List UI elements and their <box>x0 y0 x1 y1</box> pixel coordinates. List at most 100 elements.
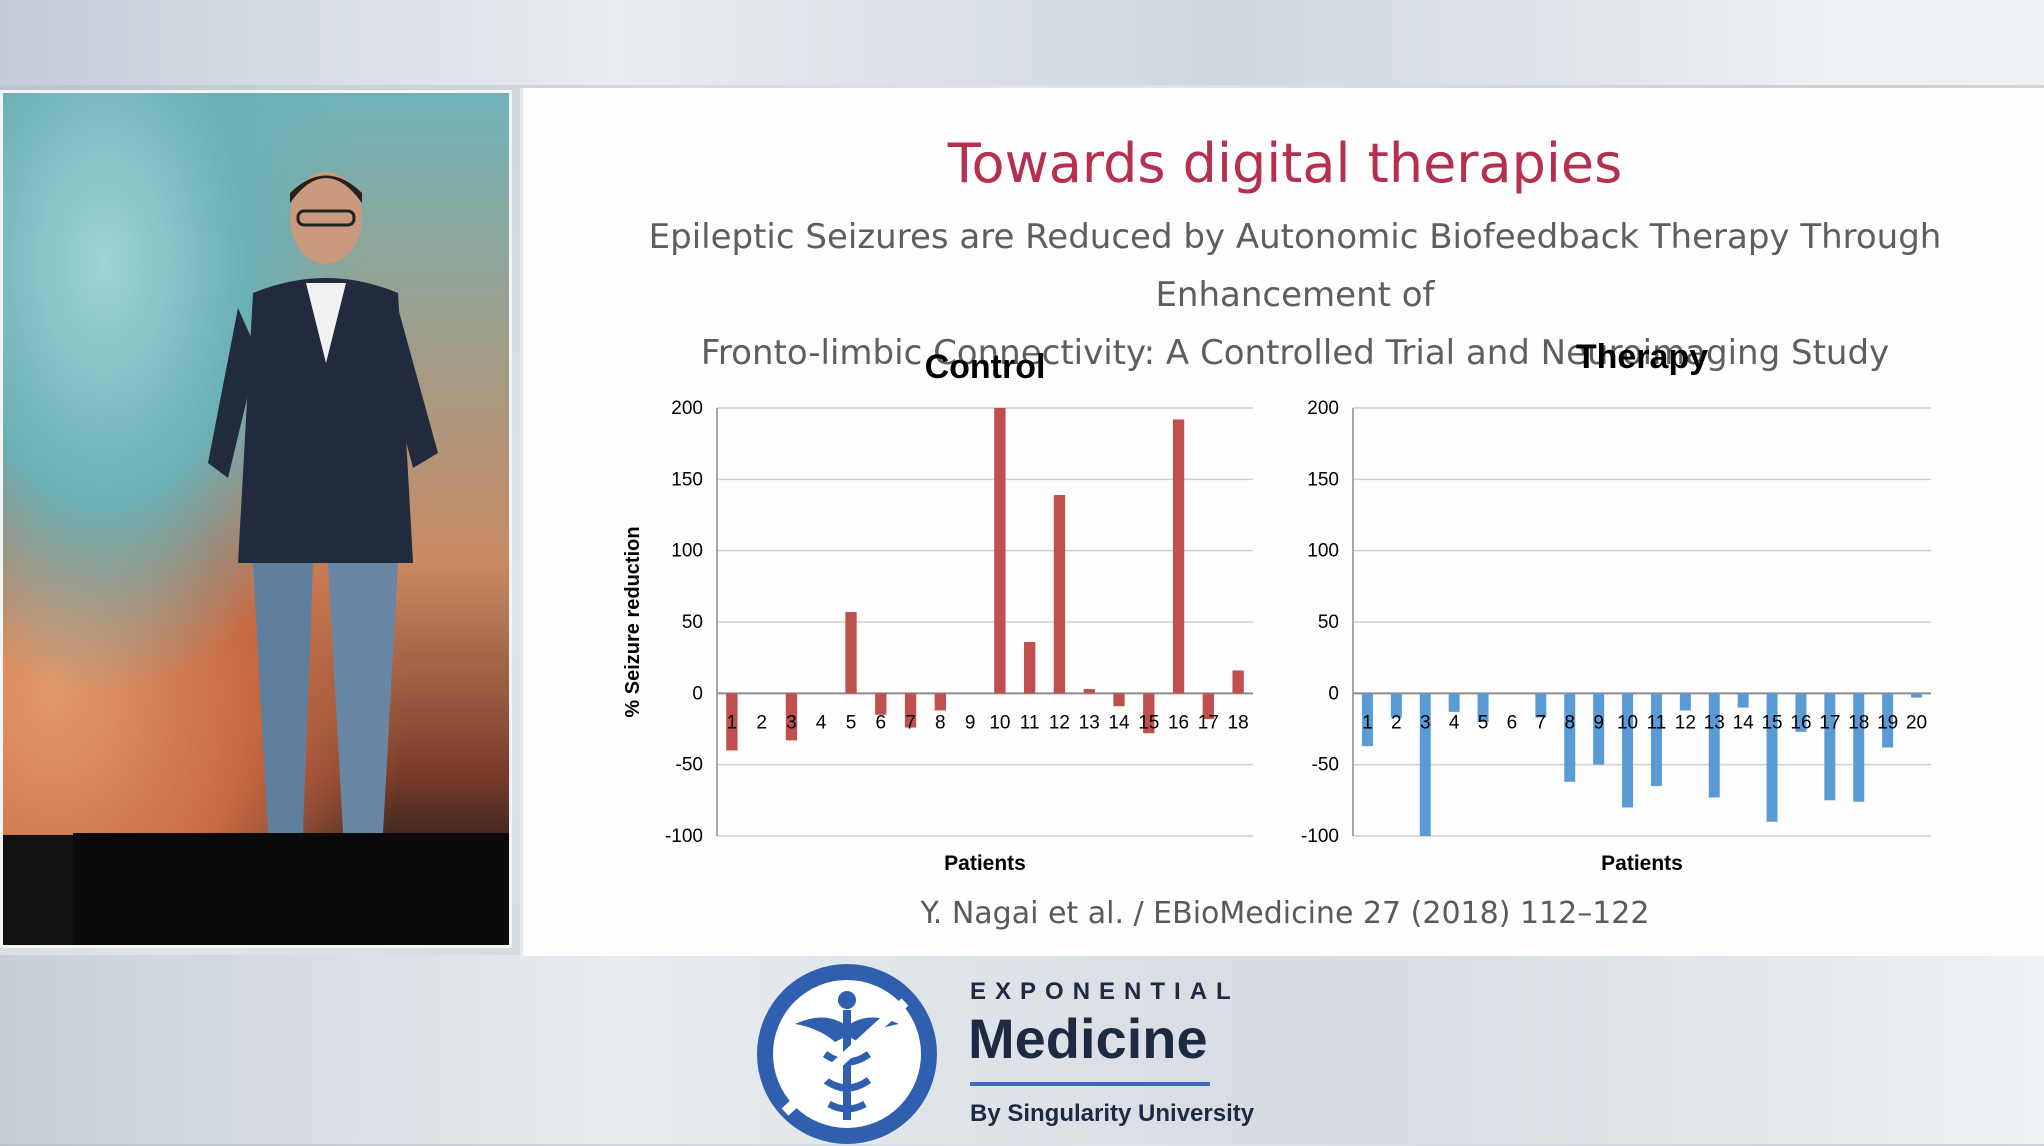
control-bar <box>934 693 946 711</box>
therapy-xtick-label: 14 <box>1733 712 1755 733</box>
control-ytick-label: 100 <box>671 541 703 562</box>
therapy-bar <box>1795 693 1807 732</box>
therapy-ytick-label: 100 <box>1307 541 1339 562</box>
control-ytick-label: -50 <box>676 755 703 776</box>
control-y-axis-label: % Seizure reduction <box>622 526 644 717</box>
control-x-axis-label: Patients <box>944 852 1026 875</box>
therapy-bar <box>1679 693 1691 711</box>
control-bar <box>726 693 738 751</box>
control-xtick-label: 5 <box>846 712 857 733</box>
slide-subtitle: Epileptic Seizures are Reduced by Autono… <box>543 208 2044 382</box>
control-bar <box>1143 693 1155 734</box>
therapy-bar <box>1535 693 1547 718</box>
control-xtick-label: 13 <box>1079 712 1100 733</box>
control-bar <box>904 693 917 728</box>
logo-divider <box>970 1082 1210 1086</box>
control-ytick-label: -100 <box>665 826 703 847</box>
slide-title: Towards digital therapies <box>947 132 1623 195</box>
therapy-ytick-label: -100 <box>1301 826 1339 847</box>
therapy-bar <box>1593 693 1605 765</box>
control-xtick-label: 16 <box>1168 712 1189 733</box>
logo-line-exponential: EXPONENTIAL <box>970 978 1240 1005</box>
slide-subtitle-line-1: Epileptic Seizures are Reduced by Autono… <box>648 217 1942 315</box>
control-bar <box>1232 670 1244 694</box>
control-xtick-label: 10 <box>989 712 1010 733</box>
control-chart-title: Control <box>925 348 1046 386</box>
presentation-slide: Towards digital therapies Epileptic Seiz… <box>520 88 2044 956</box>
control-xtick-label: 4 <box>816 712 827 733</box>
therapy-xtick-label: 20 <box>1906 712 1927 733</box>
control-xtick-label: 17 <box>1198 712 1219 733</box>
control-bar <box>1053 495 1066 694</box>
therapy-bar <box>1361 693 1373 747</box>
therapy-bar <box>1650 693 1662 787</box>
therapy-xtick-label: 4 <box>1449 712 1460 733</box>
therapy-chart-title: Therapy <box>1576 338 1708 376</box>
therapy-bar <box>1390 693 1402 718</box>
speaker-figure <box>208 172 438 833</box>
therapy-xtick-label: 19 <box>1877 712 1898 733</box>
control-bar <box>1202 693 1214 720</box>
therapy-bar <box>1824 693 1836 801</box>
therapy-xtick-label: 2 <box>1391 712 1402 733</box>
therapy-x-axis-label: Patients <box>1601 852 1683 875</box>
control-bar <box>785 693 798 741</box>
therapy-xtick-label: 9 <box>1593 712 1604 733</box>
exponential-medicine-logo: EXPONENTIAL Medicine By Singularity Univ… <box>755 960 1295 1144</box>
speaker-video <box>0 90 512 948</box>
therapy-bar <box>1477 693 1489 722</box>
therapy-xtick-label: 7 <box>1536 712 1547 733</box>
therapy-bar <box>1622 693 1634 808</box>
control-xtick-label: 8 <box>935 712 946 733</box>
control-xtick-label: 1 <box>727 712 738 733</box>
stage-riser <box>73 833 509 945</box>
therapy-bar <box>1448 693 1460 712</box>
therapy-xtick-label: 1 <box>1362 712 1373 733</box>
control-xtick-label: 12 <box>1049 712 1070 733</box>
background-top <box>0 0 2044 85</box>
therapy-bar <box>1911 693 1923 698</box>
control-xtick-label: 3 <box>786 712 797 733</box>
therapy-xtick-label: 12 <box>1675 712 1696 733</box>
therapy-xtick-label: 11 <box>1647 712 1667 733</box>
therapy-ytick-label: 150 <box>1307 469 1339 490</box>
therapy-bar <box>1882 693 1894 748</box>
control-ytick-label: 200 <box>671 398 703 419</box>
control-xtick-label: 18 <box>1228 712 1249 733</box>
control-bar <box>994 408 1006 694</box>
therapy-xtick-label: 18 <box>1848 712 1869 733</box>
logo-line-by: By Singularity University <box>970 1100 1255 1127</box>
control-ytick-label: 150 <box>671 469 703 490</box>
therapy-xtick-label: 6 <box>1507 712 1518 733</box>
therapy-bar <box>1853 693 1865 802</box>
control-xtick-label: 9 <box>965 712 976 733</box>
therapy-xtick-label: 5 <box>1478 712 1489 733</box>
background-bottom <box>0 955 2044 1144</box>
therapy-bar <box>1564 693 1576 782</box>
control-xtick-label: 14 <box>1108 712 1130 733</box>
control-xtick-label: 7 <box>905 712 916 733</box>
control-bar <box>1172 419 1185 694</box>
caduceus-icon <box>757 964 937 1144</box>
therapy-bar <box>1737 693 1749 708</box>
control-bar <box>875 693 887 715</box>
therapy-xtick-label: 3 <box>1420 712 1431 733</box>
control-ytick-label: 0 <box>692 683 703 704</box>
control-bar <box>1083 689 1095 694</box>
therapy-bar <box>1708 693 1720 798</box>
control-bar <box>1113 693 1125 707</box>
therapy-bar <box>1766 693 1778 822</box>
therapy-ytick-label: 50 <box>1318 612 1339 633</box>
control-bar <box>1024 641 1036 694</box>
logo-line-medicine: Medicine <box>968 1007 1208 1070</box>
control-xtick-label: 2 <box>756 712 767 733</box>
therapy-xtick-label: 8 <box>1564 712 1575 733</box>
therapy-xtick-label: 10 <box>1617 712 1638 733</box>
therapy-xtick-label: 13 <box>1704 712 1725 733</box>
therapy-ytick-label: 200 <box>1307 398 1339 419</box>
therapy-xtick-label: 16 <box>1790 712 1811 733</box>
control-ytick-label: 50 <box>682 612 703 633</box>
control-xtick-label: 15 <box>1138 712 1159 733</box>
control-xtick-label: 6 <box>875 712 886 733</box>
